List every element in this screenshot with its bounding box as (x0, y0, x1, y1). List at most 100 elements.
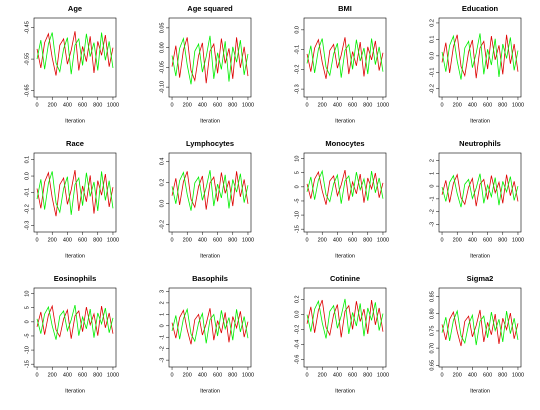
x-tick-label: 400 (468, 372, 477, 378)
y-tick-label: -0.2 (159, 220, 165, 229)
plot-area (171, 35, 249, 85)
x-tick-label: 600 (483, 102, 492, 108)
y-tick-label: -0.2 (294, 325, 300, 334)
y-tick-label: -15 (24, 360, 30, 368)
trace-line (171, 35, 249, 85)
x-tick-label: 0 (306, 372, 309, 378)
trace-line (441, 33, 519, 80)
y-tick-label: 0.1 (24, 156, 30, 164)
y-tick-label: 3 (159, 290, 165, 293)
y-tick-label: 0 (159, 324, 165, 327)
x-tick-label: 600 (213, 237, 222, 243)
x-tick-label: 0 (171, 372, 174, 378)
x-axis-label: Iteration (335, 118, 355, 124)
trace-line (306, 38, 384, 78)
plot-box (303, 152, 387, 233)
plot-area (171, 307, 249, 345)
x-tick-label: 800 (228, 237, 237, 243)
x-tick-label: 600 (348, 372, 357, 378)
trace-panel: BMI Iteration 0 200 400 600 800 1000 -0.3 -0.2 -0.… (294, 4, 389, 124)
plot-box (303, 17, 387, 98)
panel-title: Cotinine (330, 274, 360, 283)
y-tick-label: 2 (429, 159, 435, 162)
trace-panel: Sigma2 Iteration 0 200 400 600 800 1000 0.65 0.70… (429, 274, 524, 394)
x-tick-label: 800 (498, 102, 507, 108)
trace-line (36, 171, 114, 215)
x-tick-label: 400 (468, 102, 477, 108)
trace-line (171, 307, 249, 344)
x-tick-label: 400 (333, 372, 342, 378)
y-tick-label: 0.85 (429, 291, 435, 302)
plot-box (33, 287, 117, 368)
x-tick-label: 800 (498, 237, 507, 243)
trace-panel: Cotinine Iteration 0 200 400 600 800 1000 -0.6 -0… (294, 274, 389, 394)
panel-title: Lymphocytes (186, 139, 234, 148)
x-tick-label: 0 (36, 102, 39, 108)
y-tick-label: -0.1 (429, 68, 435, 77)
y-tick-label: 0.0 (159, 200, 165, 208)
y-tick-label: -1 (429, 196, 435, 201)
plot-area (171, 170, 249, 211)
y-tick-label: 0.2 (294, 295, 300, 303)
x-tick-label: 400 (333, 102, 342, 108)
panel-title: BMI (338, 4, 352, 13)
x-tick-label: 400 (468, 237, 477, 243)
panel-title: Age squared (187, 4, 233, 13)
plot-box (168, 287, 252, 368)
y-tick-label: -10 (294, 211, 300, 219)
x-tick-label: 200 (318, 372, 327, 378)
x-tick-label: 200 (318, 102, 327, 108)
x-tick-label: 400 (198, 102, 207, 108)
x-tick-label: 200 (453, 102, 462, 108)
x-tick-label: 1000 (242, 102, 254, 108)
x-axis-label: Iteration (470, 118, 490, 124)
y-tick-label: 10 (294, 156, 300, 162)
trace-line (441, 309, 519, 346)
x-tick-label: 200 (48, 372, 57, 378)
x-tick-label: 400 (198, 237, 207, 243)
trace-line (306, 169, 384, 205)
x-tick-label: 0 (441, 102, 444, 108)
y-tick-label: -0.55 (24, 53, 30, 66)
y-tick-label: 0.80 (429, 308, 435, 319)
x-tick-label: 1000 (512, 372, 524, 378)
x-tick-label: 200 (453, 237, 462, 243)
y-tick-label: 2 (159, 301, 165, 304)
x-tick-label: 600 (483, 237, 492, 243)
plot-area (306, 37, 384, 79)
x-axis-label: Iteration (470, 253, 490, 259)
plot-box (33, 152, 117, 233)
y-tick-label: 0.0 (429, 52, 435, 60)
x-axis-label: Iteration (65, 118, 85, 124)
panel-title: Age (68, 4, 82, 13)
x-tick-label: 400 (63, 237, 72, 243)
x-tick-label: 600 (213, 372, 222, 378)
trace-line (36, 304, 114, 340)
x-tick-label: 0 (306, 102, 309, 108)
y-tick-label: 0.75 (429, 326, 435, 337)
y-tick-label: -5 (294, 199, 300, 204)
y-tick-label: 1 (159, 313, 165, 316)
x-tick-label: 200 (48, 102, 57, 108)
y-tick-label: 0.65 (429, 360, 435, 371)
x-tick-label: 800 (363, 237, 372, 243)
y-tick-label: -0.3 (24, 221, 30, 230)
trace-panel: Education Iteration 0 200 400 600 800 1000 -0.2 -… (429, 4, 524, 124)
x-tick-label: 800 (93, 372, 102, 378)
plot-box (33, 17, 117, 98)
y-tick-label: 0.70 (429, 343, 435, 354)
plot-area (441, 309, 519, 347)
plot-area (36, 31, 114, 76)
x-tick-label: 600 (483, 372, 492, 378)
panel-title: Sigma2 (467, 274, 494, 283)
y-tick-label: -0.2 (24, 204, 30, 213)
plot-box (438, 17, 522, 98)
y-tick-label: 1 (429, 172, 435, 175)
y-tick-label: -0.65 (24, 84, 30, 97)
trace-line (306, 298, 384, 339)
y-tick-label: -0.1 (24, 188, 30, 197)
trace-line (36, 31, 114, 76)
x-tick-label: 0 (441, 237, 444, 243)
x-tick-label: 1000 (512, 102, 524, 108)
x-tick-label: 400 (63, 372, 72, 378)
